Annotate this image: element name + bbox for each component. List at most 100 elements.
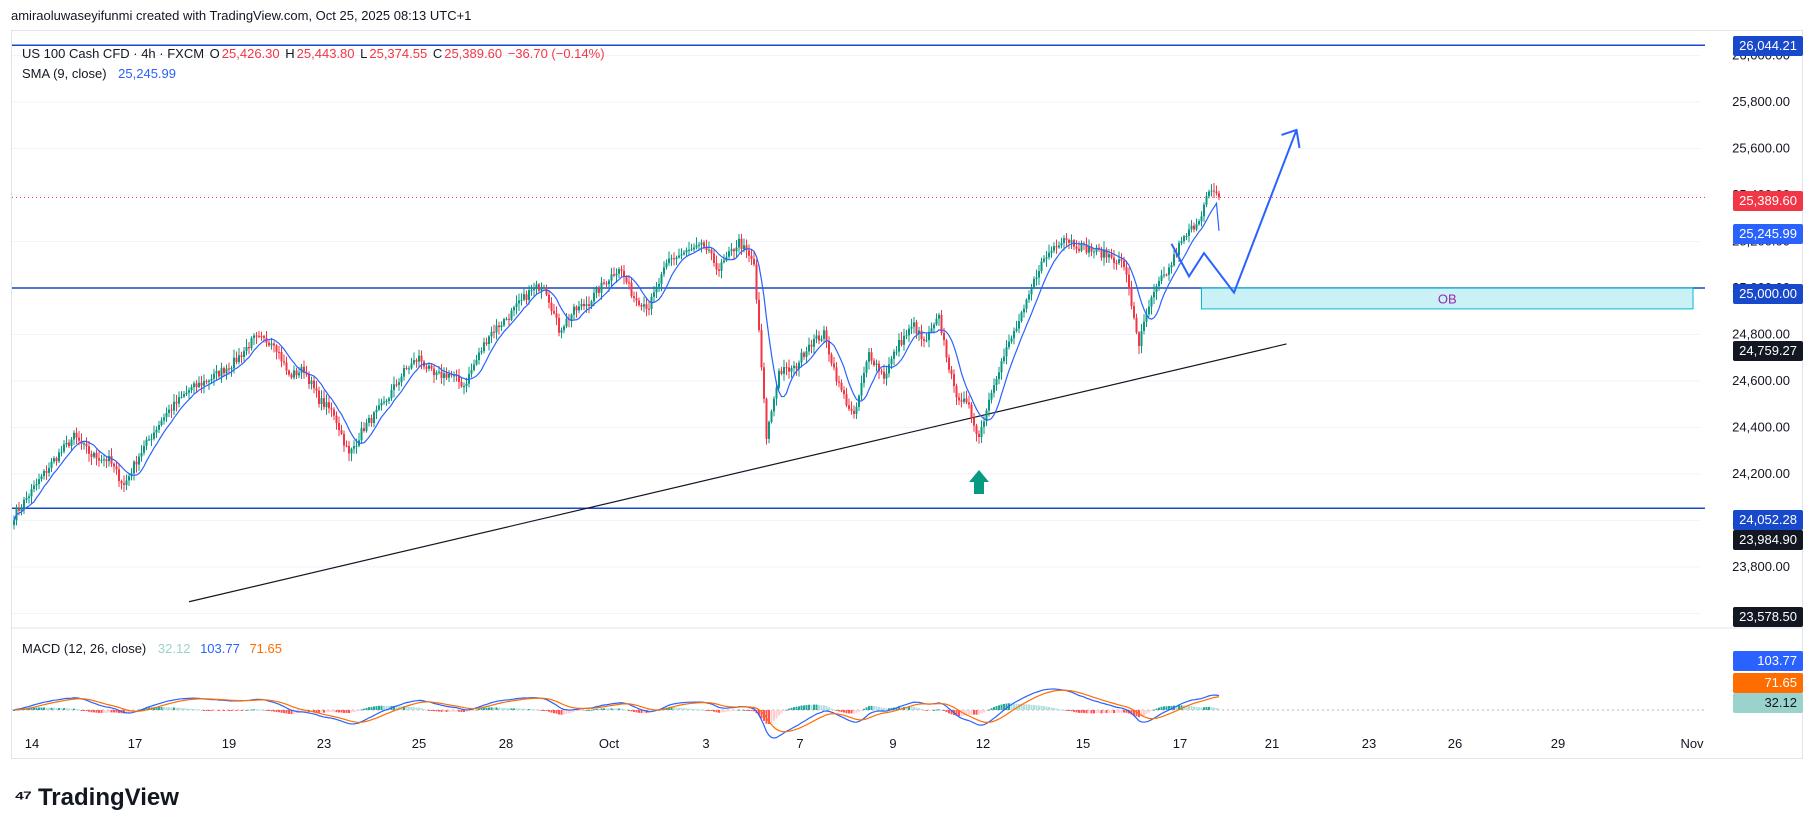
candle-body-down	[290, 374, 293, 378]
macd-histogram-bar	[758, 710, 760, 716]
candle-body-up	[153, 432, 155, 439]
macd-histogram-bar	[375, 706, 378, 710]
macd-histogram-bar	[410, 706, 413, 710]
macd-histogram-bar	[373, 706, 375, 710]
candle-body-up	[988, 399, 990, 411]
candle-body-up	[320, 398, 323, 405]
macd-histogram-bar	[1050, 707, 1053, 710]
candle-body-up	[388, 398, 390, 401]
macd-histogram-bar	[1165, 706, 1168, 710]
macd-histogram-bar	[1185, 705, 1188, 710]
candle-body-down	[1218, 193, 1220, 198]
x-tick-label: 17	[1173, 736, 1187, 751]
macd-histogram-bar	[825, 706, 828, 710]
brand-name: TradingView	[37, 784, 179, 811]
macd-histogram-bar	[153, 707, 155, 710]
macd-histogram-bar	[803, 705, 805, 710]
trendline-layer	[188, 343, 1287, 603]
macd-histogram-bar	[810, 704, 813, 710]
candle-body-up	[528, 290, 530, 300]
tag-support-level: 24,052.28	[1733, 510, 1803, 530]
macd-histogram-bar	[563, 710, 565, 715]
macd-histogram-bar	[315, 710, 318, 713]
candle-body-up	[133, 461, 135, 474]
candle-body-down	[1115, 262, 1118, 264]
candle-body-up	[503, 319, 505, 326]
macd-histogram-bar	[190, 708, 193, 710]
open-label: O	[209, 46, 220, 61]
candle-body-up	[1040, 261, 1043, 272]
tradingview-logo[interactable]: ⁴⁷ TradingView	[14, 784, 179, 812]
candle-body-up	[595, 288, 598, 293]
candle-body-up	[93, 452, 95, 457]
macd-histogram-bar	[55, 708, 58, 710]
candle-body-down	[263, 336, 265, 338]
candle-body-down	[940, 314, 943, 334]
candle-body-up	[738, 238, 740, 248]
candle-body-up	[1025, 299, 1028, 309]
tag-hist: 32.12	[1733, 693, 1803, 713]
macd-histogram-bar	[738, 709, 740, 711]
macd-histogram-bar	[443, 710, 445, 712]
candle-body-down	[1130, 288, 1133, 306]
candle-body-down	[1215, 191, 1218, 194]
candle-body-down	[333, 409, 335, 416]
macd-histogram-bar	[345, 710, 348, 713]
order-block-zone: OB	[1201, 287, 1694, 310]
macd-histogram-bar	[698, 709, 700, 711]
macd-legend[interactable]: MACD (12, 26, close) 32.12 103.77 71.65	[22, 641, 284, 656]
candle-body-up	[995, 378, 998, 386]
candle-body-down	[235, 357, 238, 363]
candle-body-up	[928, 331, 930, 341]
macd-histogram-bar	[523, 708, 525, 710]
candle-body-up	[1188, 229, 1190, 237]
macd-histogram-bar	[863, 708, 865, 710]
candle-body-up	[168, 409, 170, 413]
macd-histogram-bar	[508, 708, 510, 710]
macd-histogram-bar	[693, 709, 695, 711]
candle-body-down	[318, 390, 320, 405]
macd-histogram-bar	[273, 710, 275, 712]
candle-body-up	[990, 392, 993, 400]
candle-body-up	[163, 417, 165, 421]
macd-histogram-bar	[173, 707, 175, 710]
macd-histogram-bar	[188, 708, 190, 710]
macd-histogram-bar	[455, 710, 458, 712]
candle-body-up	[993, 385, 995, 393]
macd-histogram-bar	[935, 709, 938, 711]
macd-histogram-bar	[123, 710, 125, 714]
candle-body-up	[805, 351, 808, 357]
macd-histogram-bar	[1120, 710, 1123, 713]
candle-body-down	[363, 428, 365, 431]
candle-body-up	[693, 247, 695, 250]
candle-body-up	[868, 352, 870, 362]
candle-body-up	[1015, 328, 1018, 332]
candle-body-up	[1153, 291, 1155, 298]
x-tick-label: 14	[25, 736, 39, 751]
macd-histogram-bar	[73, 708, 75, 710]
candle-body-down	[18, 508, 20, 511]
candle-body-down	[85, 443, 88, 447]
macd-histogram-bar	[608, 708, 610, 710]
candle-body-up	[505, 318, 508, 320]
macd-histogram-bar	[105, 710, 108, 713]
macd-histogram-bar	[683, 708, 685, 710]
candle-body-up	[495, 325, 498, 333]
candle-body-down	[828, 341, 830, 355]
attribution-text: amiraoluwaseyifunmi created with Trading…	[11, 8, 472, 23]
x-tick-label: 23	[317, 736, 331, 751]
candle-body-up	[400, 376, 403, 383]
tag-macd: 103.77	[1733, 651, 1803, 671]
macd-histogram-bar	[950, 710, 953, 715]
macd-histogram-bar	[990, 708, 993, 710]
macd-histogram-bar	[1205, 707, 1208, 710]
macd-histogram-bar	[550, 710, 553, 713]
candle-body-up	[655, 286, 658, 293]
macd-histogram-bar	[715, 710, 718, 713]
candle-body-up	[188, 390, 190, 393]
candle-body-down	[420, 355, 423, 362]
sma-legend[interactable]: SMA (9, close) 25,245.99	[22, 66, 178, 81]
candle-body-up	[590, 301, 593, 307]
candle-body-down	[673, 258, 675, 260]
